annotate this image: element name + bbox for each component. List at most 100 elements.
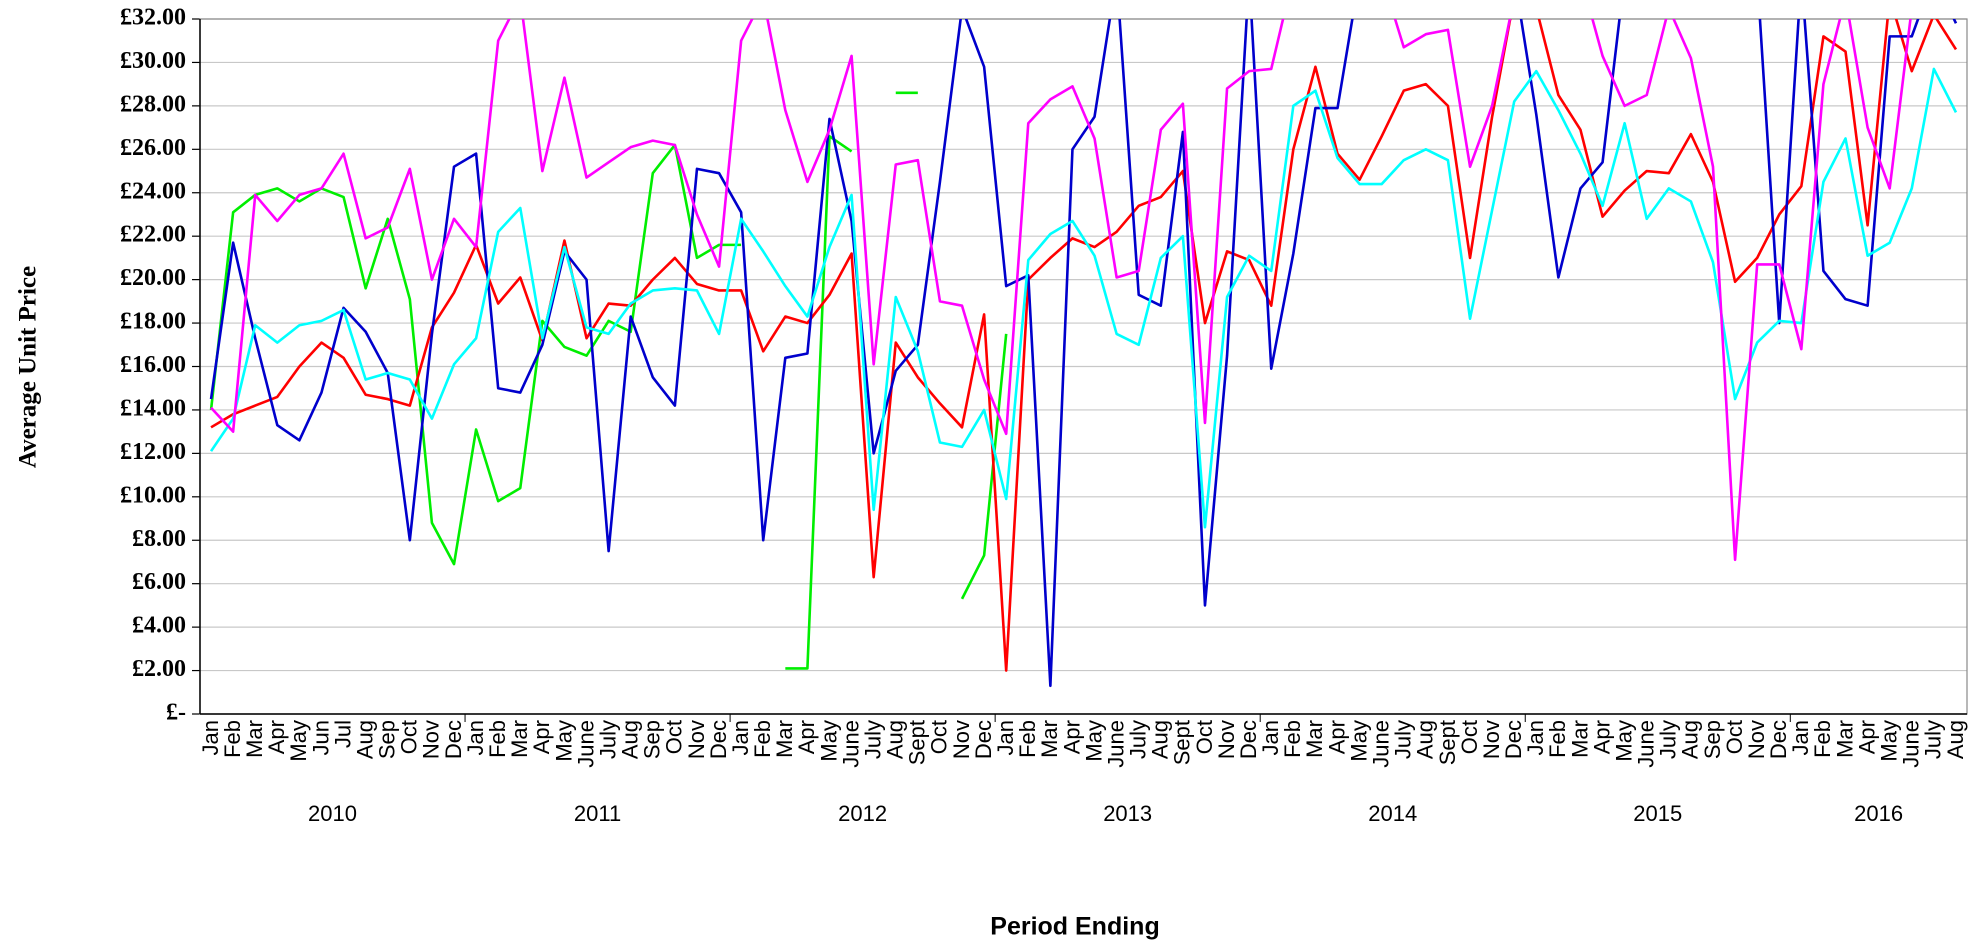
x-tick-label: Mar: [1832, 720, 1857, 758]
x-tick-label: Apr: [1589, 720, 1614, 754]
x-tick-label: May: [1877, 720, 1902, 762]
x-tick-label: Jul: [330, 720, 355, 748]
y-tick-label: £28.00: [120, 91, 186, 117]
x-tick-label: Jan: [1788, 720, 1813, 755]
x-tick-label: Mar: [242, 720, 267, 758]
x-tick-label: July: [595, 720, 620, 759]
x-tick-label: Sep: [375, 720, 400, 759]
x-tick-label: Jan: [463, 720, 488, 755]
x-tick-label: June: [1103, 720, 1128, 768]
x-tick-label: Sept: [905, 720, 930, 765]
y-tick-label: £30.00: [120, 48, 186, 74]
x-tick-label: Dec: [706, 720, 731, 759]
x-tick-label: Feb: [1545, 720, 1570, 758]
x-tick-label: Oct: [397, 720, 422, 754]
y-tick-label: £8.00: [132, 526, 186, 552]
y-tick-label: £14.00: [120, 395, 186, 421]
x-tick-label: May: [551, 720, 576, 762]
x-tick-label: June: [838, 720, 863, 768]
y-tick-label: £22.00: [120, 222, 186, 248]
x-tick-label: July: [860, 720, 885, 759]
x-tick-label: May: [816, 720, 841, 762]
y-tick-label: £10.00: [120, 482, 186, 508]
x-tick-label: Feb: [220, 720, 245, 758]
x-tick-label: Feb: [1280, 720, 1305, 758]
x-tick-label: Sept: [1435, 720, 1460, 765]
x-tick-label: June: [1368, 720, 1393, 768]
x-tick-label: Nov: [1744, 720, 1769, 759]
y-axis-title: Average Unit Price: [15, 266, 42, 468]
y-tick-label: £6.00: [132, 569, 186, 595]
x-tick-label: Mar: [1567, 720, 1592, 758]
group-label: 2011: [574, 801, 621, 826]
x-tick-label: Oct: [1722, 720, 1747, 754]
series-line: [209, 67, 1958, 529]
x-tick-label: Dec: [441, 720, 466, 759]
x-tick-label: Nov: [684, 720, 709, 759]
x-tick-label: Dec: [1501, 720, 1526, 759]
y-tick-label: £18.00: [120, 309, 186, 335]
x-tick-label: May: [1611, 720, 1636, 762]
y-tick-label: £16.00: [120, 352, 186, 378]
x-tick-label: Mar: [772, 720, 797, 758]
x-tick-label: Jan: [198, 720, 223, 755]
y-tick-label: £-: [166, 700, 186, 726]
group-label: 2014: [1368, 801, 1417, 826]
x-tick-label: July: [1391, 720, 1416, 759]
plot-area: [209, 19, 1958, 688]
y-tick-label: £26.00: [120, 135, 186, 161]
group-label: 2016: [1854, 801, 1903, 826]
x-tick-label: Nov: [419, 720, 444, 759]
x-tick-label: July: [1126, 720, 1151, 759]
x-tick-label: Apr: [1324, 720, 1349, 754]
x-tick-label: Apr: [529, 720, 554, 754]
x-tick-label: Apr: [1854, 720, 1879, 754]
x-tick-label: Dec: [971, 720, 996, 759]
group-label: 2012: [838, 801, 887, 826]
x-tick-label: Dec: [1236, 720, 1261, 759]
x-tick-label: Feb: [1015, 720, 1040, 758]
x-tick-label: Oct: [662, 720, 687, 754]
x-tick-label: May: [1081, 720, 1106, 762]
x-tick-label: Oct: [1192, 720, 1217, 754]
y-tick-label: £12.00: [120, 439, 186, 465]
y-tick-label: £4.00: [132, 613, 186, 639]
group-label: 2013: [1103, 801, 1152, 826]
x-tick-label: Aug: [1943, 720, 1968, 759]
y-tick-label: £32.00: [120, 5, 186, 31]
x-tick-label: Aug: [1413, 720, 1438, 759]
x-tick-label: Dec: [1766, 720, 1791, 759]
x-tick-label: Jan: [993, 720, 1018, 755]
x-tick-label: July: [1656, 720, 1681, 759]
x-tick-label: June: [1899, 720, 1924, 768]
x-tick-label: Aug: [352, 720, 377, 759]
x-tick-label: Mar: [1302, 720, 1327, 758]
y-tick-label: £24.00: [120, 178, 186, 204]
x-tick-label: June: [573, 720, 598, 768]
x-tick-label: Apr: [794, 720, 819, 754]
series-line: [209, 19, 1958, 688]
x-tick-label: Apr: [264, 720, 289, 754]
x-tick-label: Apr: [1059, 720, 1084, 754]
x-tick-label: Sept: [1170, 720, 1195, 765]
x-tick-label: Aug: [618, 720, 643, 759]
x-tick-label: Mar: [507, 720, 532, 758]
x-tick-label: Nov: [1214, 720, 1239, 759]
x-tick-label: Feb: [1810, 720, 1835, 758]
x-tick-label: Oct: [927, 720, 952, 754]
x-tick-label: Jan: [1258, 720, 1283, 755]
series-line: [210, 19, 1912, 562]
x-tick-label: Sep: [1700, 720, 1725, 759]
x-tick-label: Aug: [1678, 720, 1703, 759]
y-tick-label: £20.00: [120, 265, 186, 291]
x-tick-label: Jan: [728, 720, 753, 755]
series-line: [209, 91, 1008, 670]
x-tick-label: June: [1634, 720, 1659, 768]
x-tick-label: Jan: [1523, 720, 1548, 755]
x-tick-label: Nov: [949, 720, 974, 759]
x-tick-label: Feb: [750, 720, 775, 758]
x-tick-label: Aug: [883, 720, 908, 759]
x-tick-label: Jun: [308, 720, 333, 755]
